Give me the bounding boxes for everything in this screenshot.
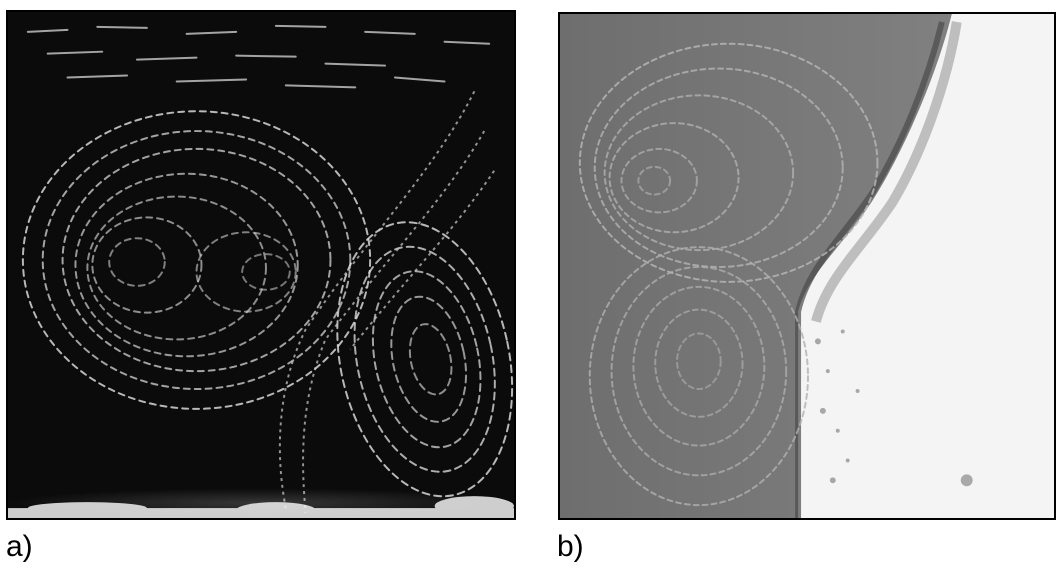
upper-vortex: [578, 42, 879, 283]
panel-label-b: b): [557, 530, 584, 563]
panel-label-a: a): [6, 530, 33, 563]
right-vortex: [336, 221, 514, 498]
flow-image-a: [6, 10, 516, 520]
diagonal-streamlines: [278, 90, 495, 514]
flow-streaks-b: [560, 14, 1054, 518]
bright-region: [798, 14, 1054, 518]
lower-vortex: [588, 246, 809, 507]
left-vortex: [21, 110, 372, 410]
bottom-bright-edge: [8, 496, 514, 518]
flow-streaks-a: [8, 24, 514, 518]
flow-image-b: [558, 12, 1056, 520]
top-streaks: [26, 24, 491, 89]
interface-speckles: [814, 329, 973, 487]
